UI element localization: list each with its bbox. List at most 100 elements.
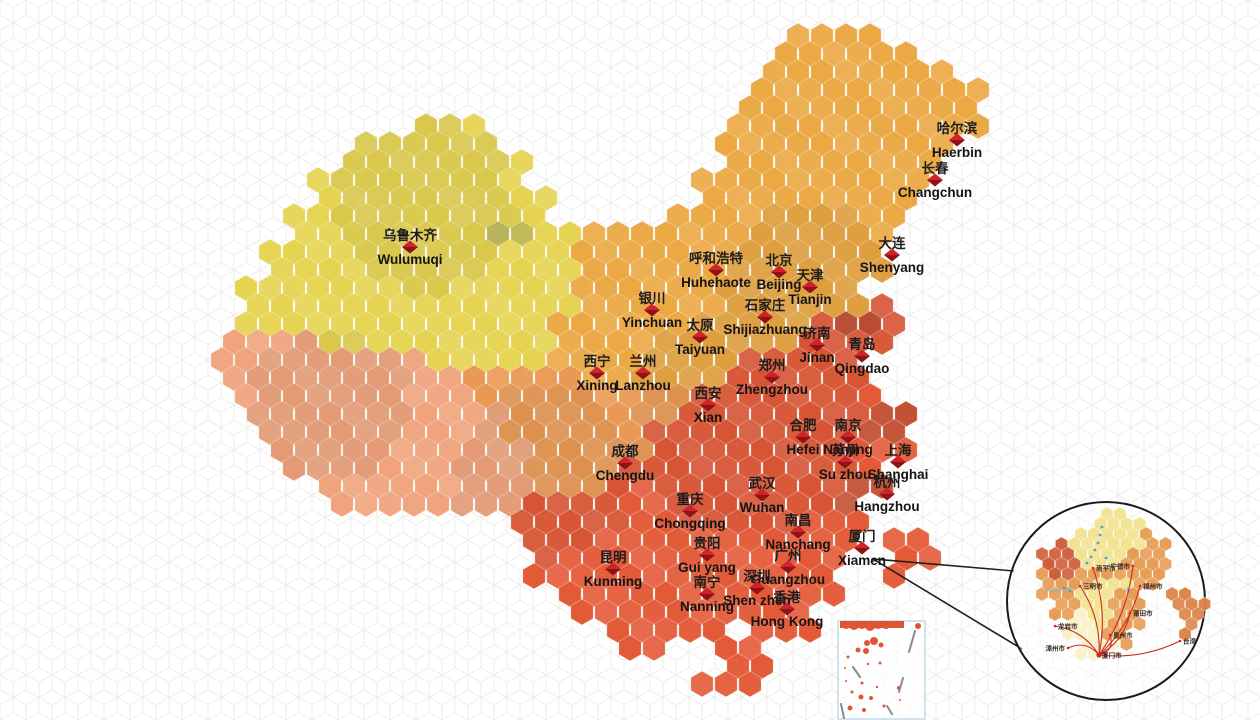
photo-texture-shade [474, 455, 498, 481]
photo-texture-shade [858, 239, 882, 265]
inset-city-dot[interactable] [1131, 564, 1135, 568]
city-marker-icon[interactable] [402, 240, 418, 248]
map-hex-cell [1055, 596, 1068, 612]
photo-texture-shade [534, 473, 558, 499]
city-marker-icon[interactable] [699, 548, 715, 556]
city-marker-icon[interactable] [837, 455, 853, 463]
photo-texture-shade [606, 473, 630, 499]
city-marker-icon[interactable] [790, 525, 806, 533]
city-marker-icon[interactable] [617, 456, 633, 464]
city-marker-icon[interactable] [854, 541, 870, 549]
city-chongqing: 重庆 Chongqing [654, 491, 725, 531]
map-hex-cell [738, 94, 762, 122]
map-hex-cell [1113, 546, 1127, 562]
city-marker-icon[interactable] [589, 366, 605, 374]
photo-texture-shade [366, 221, 390, 247]
inset-city-dot[interactable] [1178, 639, 1182, 643]
map-hex-cell [594, 238, 618, 266]
map-hex-cell [690, 274, 714, 302]
city-marker-icon[interactable] [699, 587, 715, 595]
inset-city-dot[interactable] [1091, 566, 1095, 570]
map-hex-cell [426, 202, 450, 230]
city-marker-icon[interactable] [795, 430, 811, 438]
map-hex-cell [630, 616, 654, 644]
map-hex-cell [606, 364, 630, 392]
city-marker-icon[interactable] [605, 562, 621, 570]
photo-texture-shade [870, 329, 894, 355]
map-hex-cell [870, 40, 894, 68]
city-marker-icon[interactable] [754, 488, 770, 496]
map-hex-cell [642, 418, 666, 446]
city-marker-icon[interactable] [890, 455, 906, 463]
inset-city-dot[interactable] [1108, 633, 1112, 637]
city-marker-icon-shadow [754, 495, 770, 502]
inset-city-dot[interactable] [1097, 653, 1101, 657]
city-marker-icon[interactable] [949, 133, 965, 141]
inset-city-dot[interactable] [1053, 624, 1057, 628]
city-lanzhou: 兰州 Lanzhou [615, 353, 671, 393]
city-marker-icon[interactable] [809, 338, 825, 346]
map-hex-cell [606, 400, 630, 428]
city-marker-icon[interactable] [840, 430, 856, 438]
photo-texture-shade [522, 491, 546, 517]
inset-city-4: 莆田市 [1128, 609, 1153, 618]
city-marker-icon[interactable] [780, 560, 796, 568]
map-hex-cell [414, 256, 438, 284]
map-hex-cell [702, 184, 726, 212]
city-marker-icon[interactable] [635, 366, 651, 374]
map-hex-cell [522, 346, 546, 374]
city-marker-icon[interactable] [749, 581, 765, 589]
map-hex-cell [1133, 596, 1146, 612]
map-hex-cell [786, 94, 810, 122]
city-marker-icon[interactable] [682, 504, 698, 512]
map-hex-cell [738, 526, 762, 554]
inset-city-dot[interactable] [1128, 611, 1132, 615]
map-hex-cell [294, 364, 318, 392]
map-hex-cell [342, 256, 366, 284]
city-marker-icon[interactable] [927, 173, 943, 181]
map-hex-cell [1120, 536, 1133, 552]
map-hex-cell [774, 400, 798, 428]
map-hex-cell [762, 454, 786, 482]
city-marker-icon[interactable] [764, 370, 780, 378]
city-marker-icon[interactable] [802, 280, 818, 288]
city-marker-icon[interactable] [884, 248, 900, 256]
city-label-en: Yinchuan [622, 315, 682, 330]
photo-texture-shade [774, 401, 798, 427]
city-marker-icon[interactable] [779, 602, 795, 610]
map-hex-cell [426, 130, 450, 158]
inset-city-dot[interactable] [1138, 584, 1142, 588]
city-marker-icon[interactable] [708, 263, 724, 271]
city-marker-icon[interactable] [692, 330, 708, 338]
map-hex-cell [594, 346, 618, 374]
map-hex-cell [774, 328, 798, 356]
map-hex-cell [1159, 536, 1172, 552]
photo-texture-shade [570, 455, 594, 481]
map-hex-cell [786, 130, 810, 158]
map-hex-cell [810, 346, 834, 374]
city-marker-icon[interactable] [700, 398, 716, 406]
map-hex-cell [342, 220, 366, 248]
city-marker-icon[interactable] [771, 265, 787, 273]
inset-city-dot[interactable] [1078, 584, 1082, 588]
city-label-en: Kunming [584, 574, 643, 589]
photo-texture-shade [798, 473, 822, 499]
sea-inset-coast-blob [857, 621, 867, 629]
city-marker-icon[interactable] [644, 303, 660, 311]
photo-texture-shade [690, 419, 714, 445]
photo-texture-shade [750, 437, 774, 463]
sea-inset-island-dot [869, 696, 873, 700]
photo-texture-shade [450, 455, 474, 481]
map-hex-cell [510, 328, 534, 356]
city-label-en: Nanjing [823, 442, 873, 457]
map-hex-cell [930, 58, 954, 86]
map-hex-cell [558, 220, 582, 248]
city-label-cn: 合肥 [790, 417, 818, 433]
city-marker-icon[interactable] [854, 349, 870, 357]
map-hex-cell [594, 526, 618, 554]
city-marker-icon[interactable] [879, 487, 895, 495]
city-marker-icon-shadow [605, 569, 621, 576]
city-marker-icon[interactable] [757, 310, 773, 318]
map-hex-cell [270, 292, 294, 320]
inset-city-dot[interactable] [1066, 646, 1070, 650]
